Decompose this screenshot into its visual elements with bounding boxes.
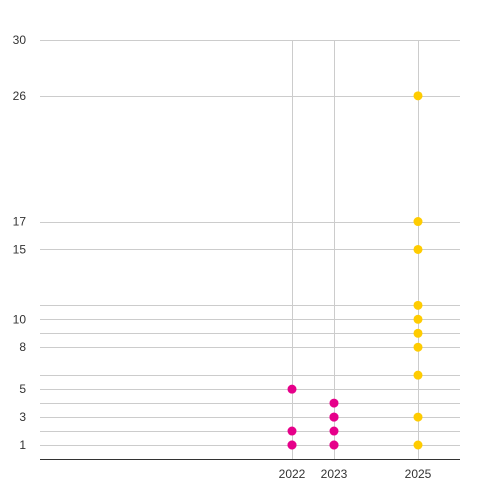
y-tick-label: 5 (19, 382, 26, 396)
data-point (287, 426, 297, 436)
x-tick-label: 2025 (405, 467, 432, 481)
data-point (413, 217, 423, 227)
data-point (413, 342, 423, 352)
y-tick-label: 30 (13, 33, 27, 47)
x-tick-label: 2023 (321, 467, 348, 481)
points-layer (287, 91, 423, 450)
data-point (413, 244, 423, 254)
data-point (413, 370, 423, 380)
y-tick-label: 15 (13, 242, 27, 256)
data-point (413, 440, 423, 450)
data-point (329, 412, 339, 422)
y-tick-label: 8 (19, 340, 26, 354)
y-tick-label: 17 (13, 215, 27, 229)
grid-layer (40, 40, 460, 459)
data-point (413, 91, 423, 101)
data-point (329, 440, 339, 450)
data-point (287, 384, 297, 394)
data-point (329, 426, 339, 436)
data-point (329, 398, 339, 408)
y-tick-label: 26 (13, 89, 27, 103)
data-point (413, 300, 423, 310)
y-tick-label: 3 (19, 410, 26, 424)
data-point (413, 412, 423, 422)
data-point (413, 314, 423, 324)
y-tick-label: 10 (13, 312, 27, 326)
labels-layer: 30 26 17 15 10 8 5 3 1 2022 2023 2025 (13, 33, 432, 481)
data-point (287, 440, 297, 450)
y-tick-label: 1 (19, 438, 26, 452)
x-tick-label: 2022 (279, 467, 306, 481)
data-point (413, 328, 423, 338)
